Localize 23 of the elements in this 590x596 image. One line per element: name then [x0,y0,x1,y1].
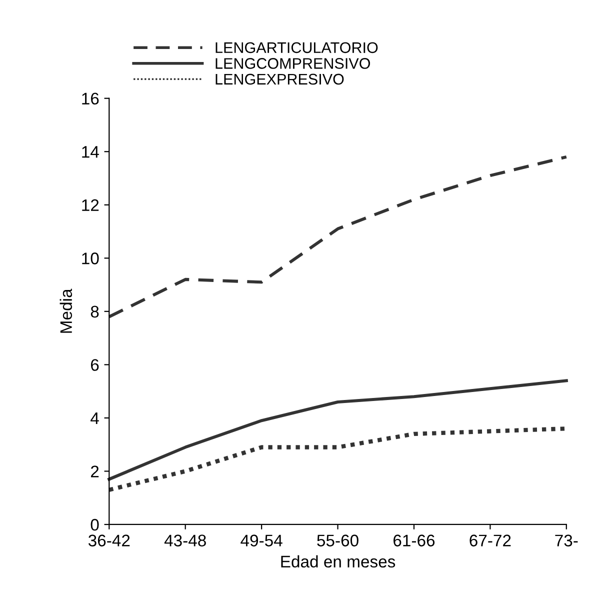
y-tick-label: 2 [91,466,99,478]
x-axis-title: Edad en meses [281,555,396,568]
line-series [108,155,568,318]
y-tick-label: 6 [91,359,99,371]
y-tick-label: 10 [82,252,99,264]
y-tick-label: 8 [90,306,99,318]
y-tick-label: 16 [82,92,99,105]
x-tick-label: 36-42 [88,534,130,546]
y-tick-label: 12 [82,199,99,211]
x-tick-label: 49-54 [240,534,282,546]
line-series [108,379,568,481]
legend-label: LENGCOMPRENSIVO [216,58,370,69]
legend-label: LENGEXPRESIVO [216,74,344,85]
y-tick-label: 0 [90,518,99,531]
x-tick-label: 55-60 [317,534,358,546]
legend-label: LENGARTICULATORIO [216,42,378,54]
x-tick-label: 43-48 [164,534,206,546]
x-tick-label: 67-72 [470,534,511,546]
y-tick-label: 4 [90,412,99,424]
x-tick-label: 73- [555,534,578,546]
x-tick-label: 61-66 [394,534,435,546]
y-tick-label: 14 [82,146,99,158]
y-axis-title: Media [60,288,72,333]
